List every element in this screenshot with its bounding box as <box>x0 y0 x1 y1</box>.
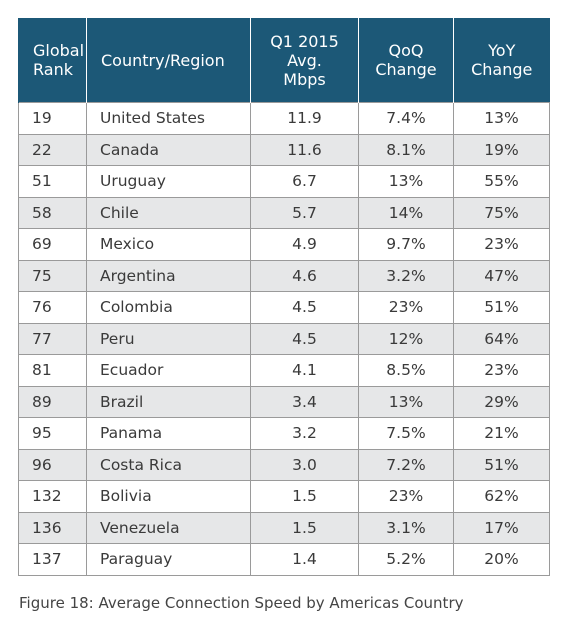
table-cell: 55% <box>453 165 550 198</box>
table-row: 77 Peru 4.5 12% 64% <box>18 322 550 355</box>
table-cell: Peru <box>86 322 251 355</box>
table-cell: 51 <box>18 165 87 198</box>
header-cell: QoQ Change <box>358 18 454 103</box>
caption: Figure 18: Average Connection Speed by A… <box>19 594 464 612</box>
table-cell: Bolivia <box>86 480 251 513</box>
table-cell: 76 <box>18 291 87 324</box>
table-cell: Paraguay <box>86 543 251 576</box>
header-cell: YoY Change <box>453 18 550 103</box>
table-cell: 3.4 <box>250 385 359 418</box>
header-cell: Country/Region <box>86 18 251 103</box>
table-cell: 1.5 <box>250 511 359 544</box>
table-cell: 7.4% <box>358 102 454 135</box>
table-cell: 47% <box>453 259 550 292</box>
table-cell: 89 <box>18 385 87 418</box>
speed-table: Global Rank Country/Region Q1 2015 Avg. Mb… <box>18 18 550 576</box>
table-cell: 9.7% <box>358 228 454 261</box>
table-row: 89 Brazil 3.4 13% 29% <box>18 385 550 418</box>
table-row: 96 Costa Rica 3.0 7.2% 51% <box>18 448 550 481</box>
header-cell: Global Rank <box>18 18 87 103</box>
table-cell: 13% <box>453 102 550 135</box>
header-row: Global Rank Country/Region Q1 2015 Avg. Mb… <box>18 18 550 103</box>
table-cell: 23% <box>358 291 454 324</box>
table-cell: 22 <box>18 133 87 166</box>
table-cell: 137 <box>18 543 87 576</box>
table-cell: 7.5% <box>358 417 454 450</box>
table-cell: 17% <box>453 511 550 544</box>
table-cell: 3.0 <box>250 448 359 481</box>
table-cell: 51% <box>453 291 550 324</box>
table-cell: 3.2% <box>358 259 454 292</box>
table-cell: Panama <box>86 417 251 450</box>
table-cell: 20% <box>453 543 550 576</box>
table-cell: 19% <box>453 133 550 166</box>
table-cell: Argentina <box>86 259 251 292</box>
table-cell: 58 <box>18 196 87 229</box>
table-cell: 8.1% <box>358 133 454 166</box>
table-cell: 64% <box>453 322 550 355</box>
table-cell: 3.1% <box>358 511 454 544</box>
table-cell: 23% <box>358 480 454 513</box>
table-cell: Chile <box>86 196 251 229</box>
table-cell: 13% <box>358 165 454 198</box>
table-cell: 1.5 <box>250 480 359 513</box>
table-cell: 4.6 <box>250 259 359 292</box>
table-row: 76 Colombia 4.5 23% 51% <box>18 291 550 324</box>
table-cell: Ecuador <box>86 354 251 387</box>
table-cell: 51% <box>453 448 550 481</box>
table-cell: 62% <box>453 480 550 513</box>
table-cell: 95 <box>18 417 87 450</box>
table-cell: United States <box>86 102 251 135</box>
table-row: 69 Mexico 4.9 9.7% 23% <box>18 228 550 261</box>
table-cell: 19 <box>18 102 87 135</box>
table-cell: 8.5% <box>358 354 454 387</box>
table-cell: Uruguay <box>86 165 251 198</box>
table-cell: Mexico <box>86 228 251 261</box>
table-cell: 3.2 <box>250 417 359 450</box>
table-row: 132 Bolivia 1.5 23% 62% <box>18 480 550 513</box>
table-cell: 132 <box>18 480 87 513</box>
table-row: 22 Canada 11.6 8.1% 19% <box>18 133 550 166</box>
table-cell: 96 <box>18 448 87 481</box>
table-cell: 11.6 <box>250 133 359 166</box>
table-cell: 14% <box>358 196 454 229</box>
table-cell: 4.5 <box>250 291 359 324</box>
table-cell: 29% <box>453 385 550 418</box>
table-cell: 23% <box>453 354 550 387</box>
table-row: 19 United States 11.9 7.4% 13% <box>18 102 550 135</box>
table-row: 75 Argentina 4.6 3.2% 47% <box>18 259 550 292</box>
table-row: 137 Paraguay 1.4 5.2% 20% <box>18 543 550 576</box>
table-cell: 12% <box>358 322 454 355</box>
table-cell: 81 <box>18 354 87 387</box>
table-cell: Canada <box>86 133 251 166</box>
header-cell: Q1 2015 Avg. Mbps <box>250 18 359 103</box>
table-cell: Colombia <box>86 291 251 324</box>
table-cell: Costa Rica <box>86 448 251 481</box>
table-row: 136 Venezuela 1.5 3.1% 17% <box>18 511 550 544</box>
table-row: 51 Uruguay 6.7 13% 55% <box>18 165 550 198</box>
table-cell: 4.9 <box>250 228 359 261</box>
table-row: 58 Chile 5.7 14% 75% <box>18 196 550 229</box>
table-cell: 7.2% <box>358 448 454 481</box>
table-cell: 6.7 <box>250 165 359 198</box>
table-cell: Brazil <box>86 385 251 418</box>
table-cell: 75 <box>18 259 87 292</box>
table-cell: 13% <box>358 385 454 418</box>
table-cell: 4.5 <box>250 322 359 355</box>
table-cell: Venezuela <box>86 511 251 544</box>
table-cell: 75% <box>453 196 550 229</box>
table-cell: 21% <box>453 417 550 450</box>
table-cell: 5.7 <box>250 196 359 229</box>
table-cell: 1.4 <box>250 543 359 576</box>
table-row: 95 Panama 3.2 7.5% 21% <box>18 417 550 450</box>
table-cell: 5.2% <box>358 543 454 576</box>
table-cell: 69 <box>18 228 87 261</box>
table-cell: 23% <box>453 228 550 261</box>
table-cell: 136 <box>18 511 87 544</box>
table-cell: 77 <box>18 322 87 355</box>
table-cell: 4.1 <box>250 354 359 387</box>
table-cell: 11.9 <box>250 102 359 135</box>
table-row: 81 Ecuador 4.1 8.5% 23% <box>18 354 550 387</box>
